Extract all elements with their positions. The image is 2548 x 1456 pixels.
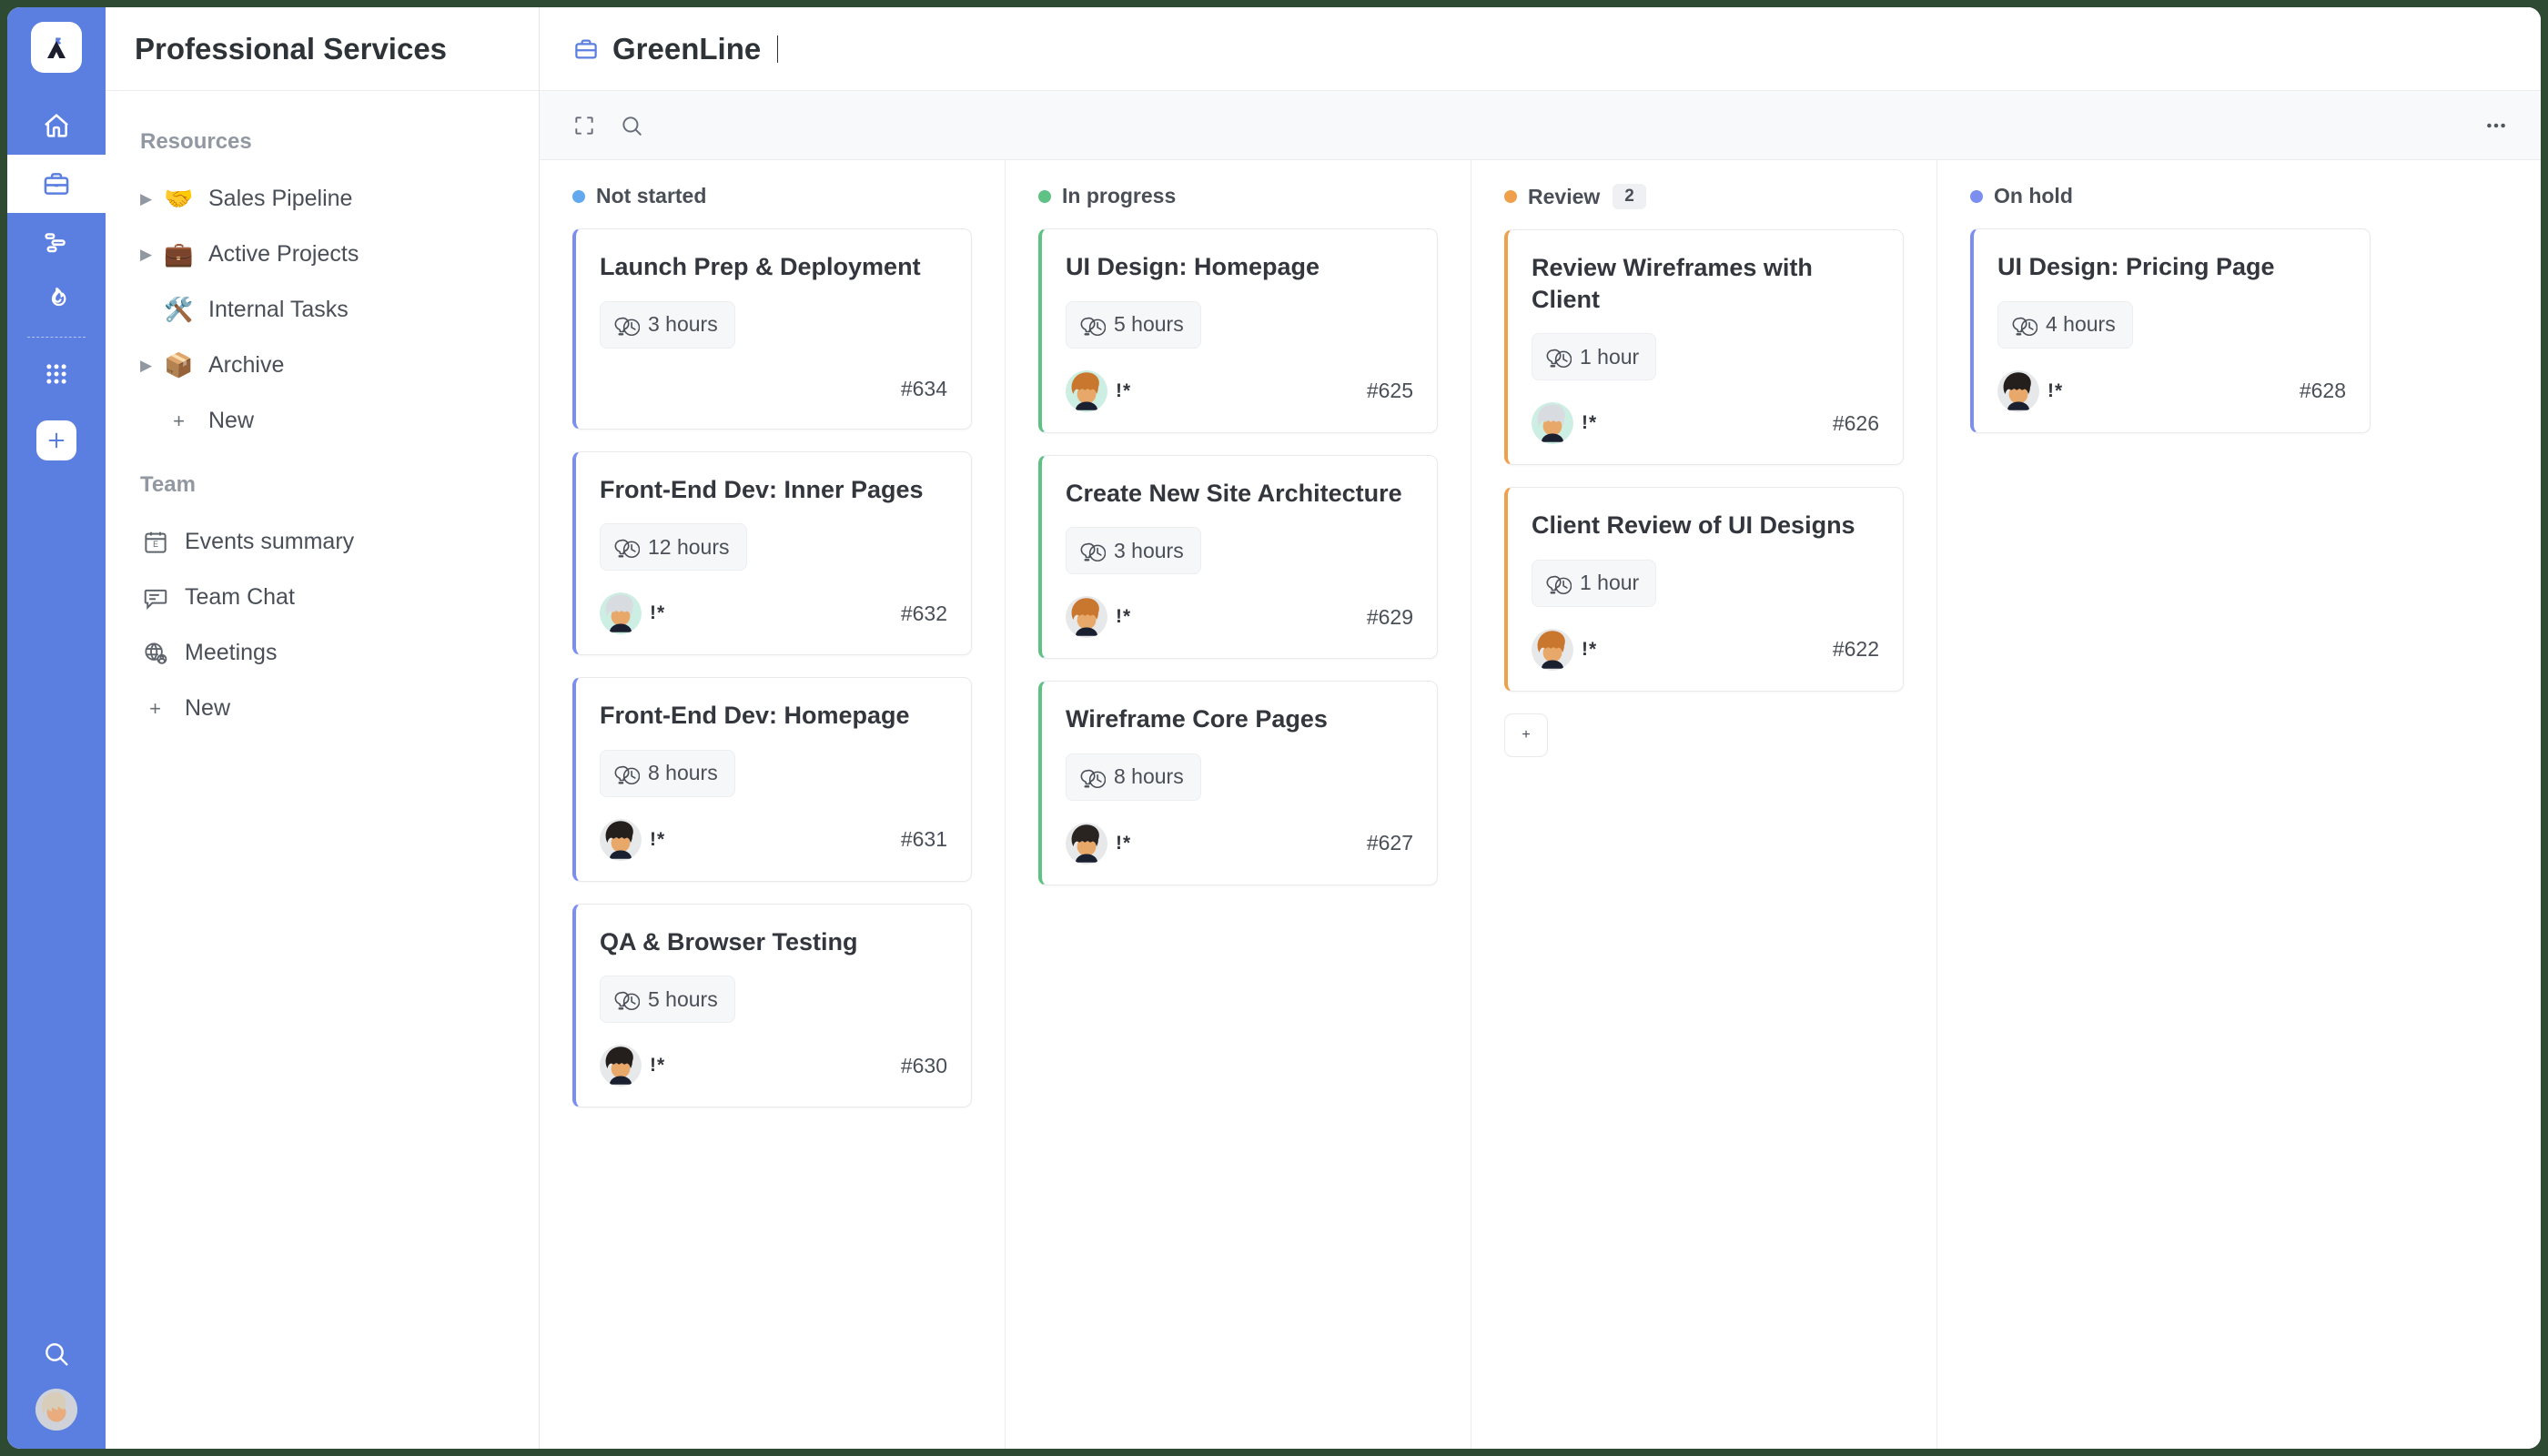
- svg-text:E: E: [153, 540, 158, 549]
